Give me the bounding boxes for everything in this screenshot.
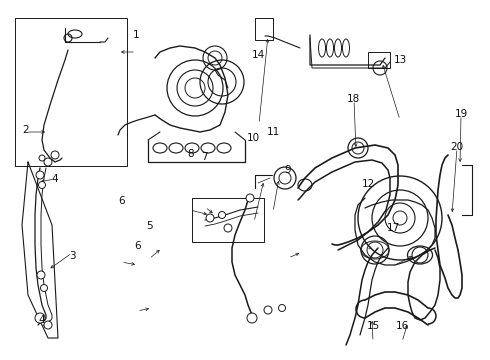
Circle shape <box>278 305 286 311</box>
Circle shape <box>35 313 45 323</box>
Text: 20: 20 <box>450 142 463 152</box>
Bar <box>255 18 273 40</box>
Bar <box>192 198 264 242</box>
Text: 3: 3 <box>69 251 76 261</box>
Text: 10: 10 <box>247 132 260 143</box>
Circle shape <box>37 271 45 279</box>
Circle shape <box>219 212 225 219</box>
Circle shape <box>224 224 232 232</box>
Text: 6: 6 <box>118 196 125 206</box>
Circle shape <box>39 155 45 161</box>
Text: 19: 19 <box>455 109 468 120</box>
Text: 2: 2 <box>22 125 29 135</box>
Circle shape <box>44 321 52 329</box>
Text: 11: 11 <box>267 127 280 138</box>
Circle shape <box>246 194 254 202</box>
Text: 8: 8 <box>187 149 194 159</box>
Text: 16: 16 <box>396 321 410 331</box>
Text: 4: 4 <box>51 174 58 184</box>
Circle shape <box>36 171 44 179</box>
Text: 17: 17 <box>386 222 400 233</box>
Text: 9: 9 <box>285 165 292 175</box>
Text: 4: 4 <box>38 315 45 325</box>
Circle shape <box>39 181 46 189</box>
Text: 15: 15 <box>367 321 380 331</box>
Circle shape <box>247 313 257 323</box>
Circle shape <box>206 214 214 222</box>
Text: 12: 12 <box>362 179 375 189</box>
Bar <box>15 18 127 166</box>
Text: 18: 18 <box>347 94 361 104</box>
Circle shape <box>264 306 272 314</box>
Circle shape <box>41 284 48 292</box>
Circle shape <box>44 158 52 166</box>
Text: 14: 14 <box>252 50 266 60</box>
Bar <box>368 52 390 68</box>
Text: 7: 7 <box>201 152 208 162</box>
Text: 6: 6 <box>134 240 141 251</box>
Circle shape <box>51 151 59 159</box>
Text: 1: 1 <box>133 30 140 40</box>
Text: 13: 13 <box>394 55 408 66</box>
Text: 5: 5 <box>146 221 153 231</box>
